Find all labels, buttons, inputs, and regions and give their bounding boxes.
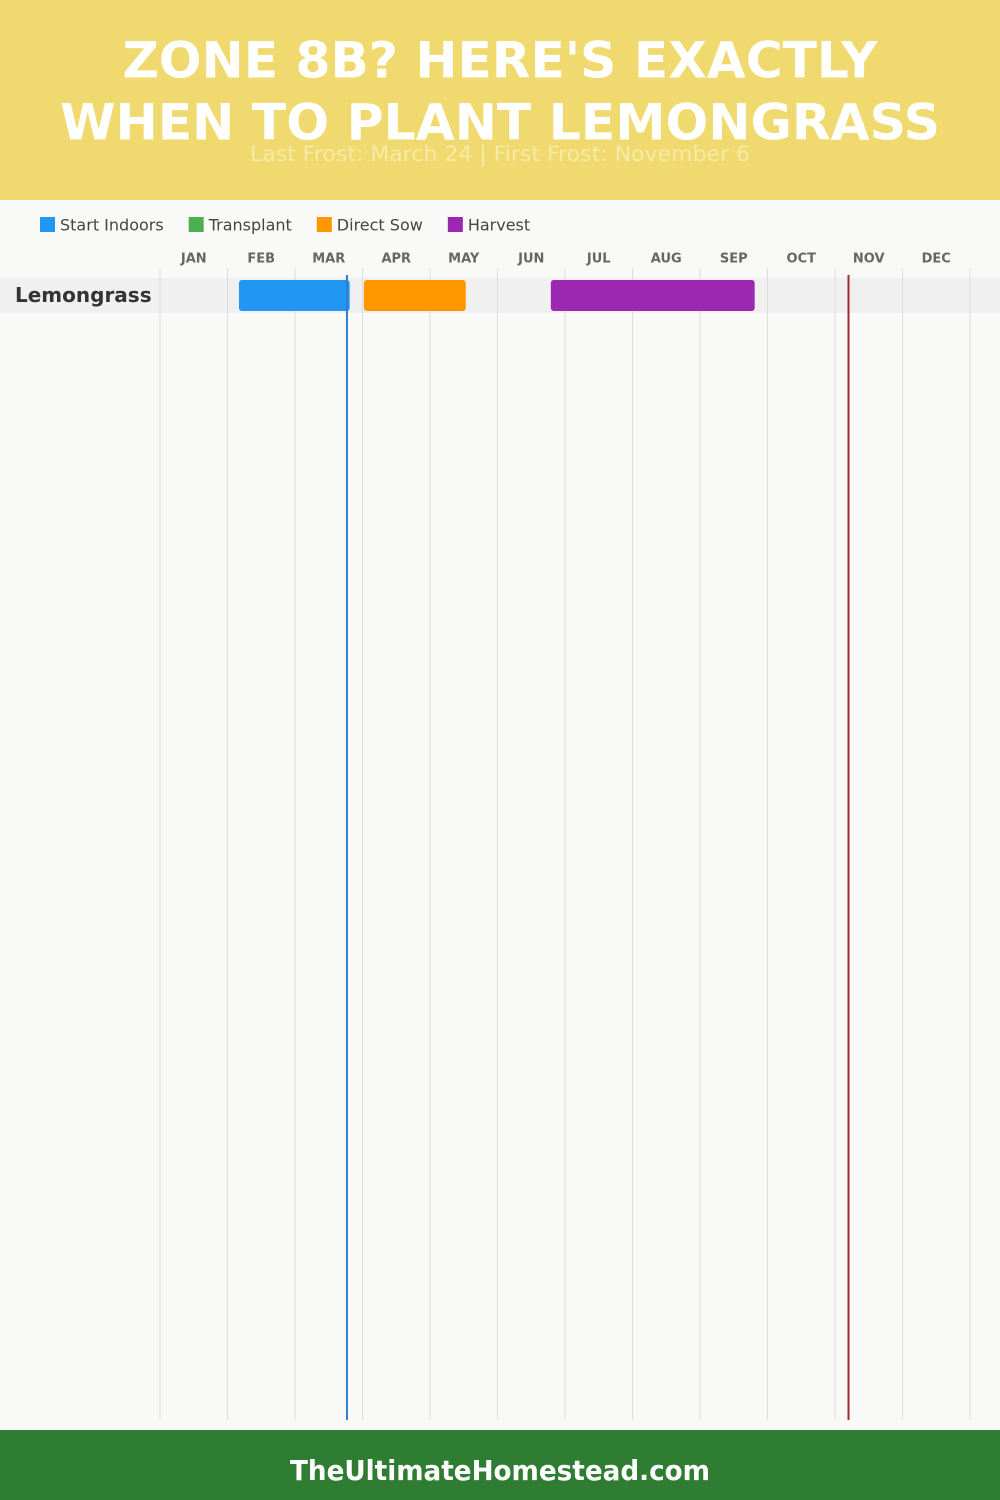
x-tick-label: SEP: [720, 252, 748, 267]
subtitle: Last Frost: March 24 | First Frost: Nove…: [250, 142, 750, 167]
x-tick-label: APR: [381, 252, 411, 267]
x-tick-label: NOV: [853, 252, 885, 267]
legend-label: Start Indoors: [60, 216, 164, 235]
x-tick-label: JUN: [517, 252, 544, 267]
task-bar: [363, 280, 466, 311]
row-band: [0, 278, 1000, 313]
footer-band: [0, 1430, 1000, 1500]
legend-label: Direct Sow: [337, 216, 423, 235]
legend-swatch: [316, 217, 332, 232]
task-bar: [550, 280, 755, 311]
x-tick-label: AUG: [651, 252, 682, 267]
chart-area: [0, 200, 1000, 1430]
legend-label: Harvest: [468, 216, 530, 235]
footer-text: TheUltimateHomestead.com: [290, 1454, 710, 1487]
task-bar: [238, 280, 350, 311]
chart-title: WHEN TO PLANT LEMONGRASS: [60, 94, 940, 152]
legend-swatch: [40, 217, 55, 232]
row-label: Lemongrass: [15, 283, 152, 307]
chart-title: ZONE 8B? HERE'S EXACTLY: [123, 32, 879, 90]
x-tick-label: OCT: [787, 252, 817, 267]
x-tick-label: DEC: [922, 252, 951, 267]
x-tick-label: MAR: [312, 252, 345, 267]
x-tick-label: MAY: [448, 252, 480, 267]
legend-swatch: [188, 217, 204, 232]
legend-label: Transplant: [208, 216, 292, 235]
x-tick-label: FEB: [247, 252, 275, 267]
legend-swatch: [447, 217, 463, 232]
header-band: [0, 0, 1000, 200]
x-tick-label: JAN: [180, 252, 207, 267]
x-tick-label: JUL: [586, 252, 611, 267]
